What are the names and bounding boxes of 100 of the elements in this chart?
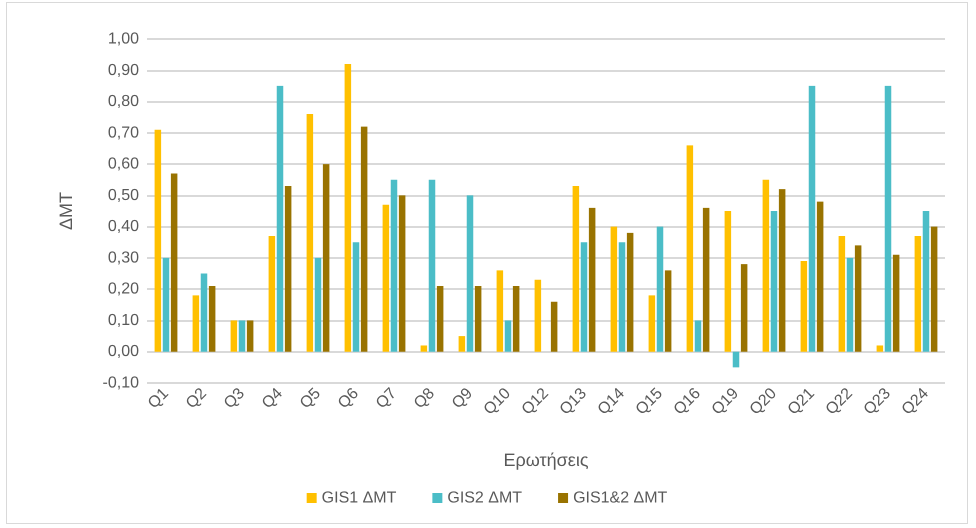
x-axis-title: Ερωτήσεις [504, 450, 589, 470]
bar [154, 130, 162, 352]
x-tick-label: Q15 [632, 384, 666, 418]
bar [762, 180, 770, 352]
y-tick-label: 0,80 [108, 93, 140, 110]
bar [648, 295, 656, 352]
bar [618, 242, 626, 352]
bar [170, 173, 178, 352]
x-tick-label: Q2 [182, 384, 210, 412]
bar [816, 202, 824, 352]
x-tick-label: Q3 [220, 384, 248, 412]
bar [914, 236, 922, 352]
bar [580, 242, 588, 352]
bar [496, 270, 504, 352]
bar [512, 286, 520, 352]
bar [268, 236, 276, 352]
bar [702, 208, 710, 352]
x-tick-label: Q20 [746, 384, 780, 418]
bar [930, 226, 938, 352]
bar [458, 336, 466, 352]
bar [838, 236, 846, 352]
bar [504, 320, 512, 352]
y-tick-label: -0,10 [102, 374, 140, 392]
bar [314, 258, 322, 352]
bar [398, 195, 406, 352]
legend-label: GIS1&2 ΔΜΤ [573, 490, 668, 506]
x-tick-label: Q24 [898, 384, 932, 418]
y-tick-label: 0,30 [108, 249, 140, 266]
y-tick-label: 0,20 [108, 280, 140, 298]
y-tick-label: 1,00 [108, 30, 140, 48]
bar [352, 242, 360, 352]
x-tick-label: Q1 [144, 384, 172, 412]
bar [800, 261, 808, 352]
x-tick-label: Q13 [556, 384, 590, 418]
bar [588, 208, 596, 352]
bar [550, 302, 558, 352]
bar [732, 352, 740, 368]
x-tick-label: Q8 [410, 384, 438, 412]
x-tick-label: Q5 [296, 384, 324, 412]
bar [778, 189, 786, 352]
bar [436, 286, 444, 352]
y-tick-label: 0,70 [108, 124, 140, 142]
bar [390, 180, 398, 352]
bar [884, 86, 892, 352]
bar [694, 320, 702, 352]
bar [382, 204, 390, 352]
x-tick-label: Q6 [334, 384, 362, 412]
y-tick-label: 0,50 [108, 186, 140, 204]
legend-label: GIS2 ΔΜΤ [447, 490, 522, 506]
bar [276, 86, 284, 352]
bar [428, 180, 436, 352]
y-tick-label: 0,40 [108, 218, 140, 236]
bar [854, 245, 862, 352]
bar [664, 270, 672, 352]
bar [686, 145, 694, 352]
y-tick-label: 0,00 [108, 343, 140, 360]
y-tick-label: 0,10 [108, 312, 140, 329]
x-tick-label: Q10 [480, 384, 514, 418]
y-tick-label: 0,90 [108, 62, 140, 79]
bar [610, 226, 618, 352]
x-tick-label: Q9 [448, 384, 476, 412]
x-tick-label: Q7 [372, 384, 400, 412]
bar [656, 226, 664, 352]
bar [474, 286, 482, 352]
x-tick-label: Q14 [594, 384, 628, 418]
bar [626, 232, 634, 352]
x-tick-label: Q16 [670, 384, 704, 418]
x-tick-label: Q19 [708, 384, 742, 418]
bar [192, 295, 200, 352]
bar [534, 280, 542, 352]
x-tick-label: Q4 [258, 384, 286, 412]
y-tick-label: 0,60 [108, 156, 140, 173]
bar [230, 320, 238, 352]
x-tick-label: Q12 [518, 384, 552, 418]
bar [808, 86, 816, 352]
bar [770, 211, 778, 352]
bar [876, 345, 884, 352]
bar [306, 114, 314, 352]
bar [344, 64, 352, 352]
x-tick-label: Q23 [860, 384, 894, 418]
bar [846, 258, 854, 352]
bar [420, 345, 428, 352]
bar [466, 195, 474, 352]
bar [724, 211, 732, 352]
x-tick-label: Q22 [822, 384, 856, 418]
bar [360, 126, 368, 352]
bar [162, 258, 170, 352]
bar [740, 264, 748, 352]
y-axis-title: ΔΜΤ [56, 192, 76, 230]
bar [284, 186, 292, 352]
bar [892, 254, 900, 352]
bar [238, 320, 246, 352]
legend-label: GIS1 ΔΜΤ [322, 490, 397, 506]
bar [572, 186, 580, 352]
bar [200, 274, 208, 352]
bar [322, 164, 330, 352]
bar [246, 320, 254, 352]
bar [922, 211, 930, 352]
x-tick-label: Q21 [784, 384, 818, 418]
bar [208, 286, 216, 352]
